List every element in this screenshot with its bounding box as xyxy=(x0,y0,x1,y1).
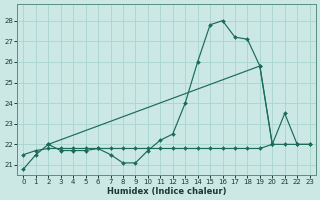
X-axis label: Humidex (Indice chaleur): Humidex (Indice chaleur) xyxy=(107,187,226,196)
